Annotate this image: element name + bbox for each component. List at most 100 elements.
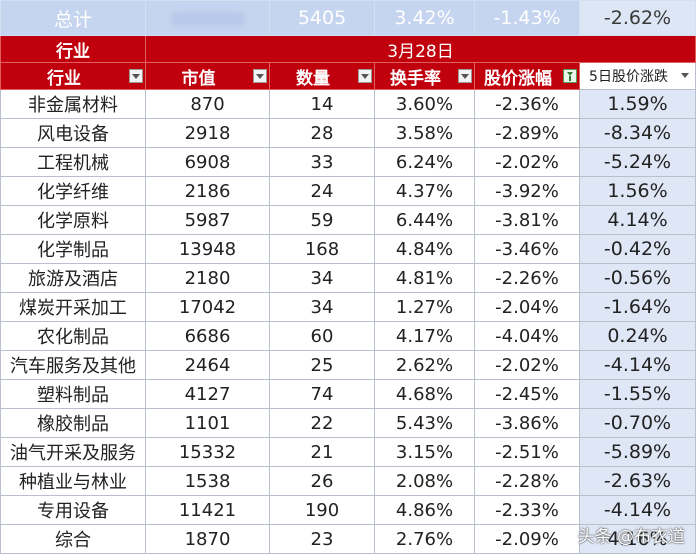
cell-turnover[interactable]: 3.15% [374,437,475,467]
dropdown-filter-icon[interactable] [129,69,143,83]
cell-industry[interactable]: 综合 [0,524,146,554]
cell-price-change[interactable]: -2.89% [474,118,580,148]
dropdown-filter-icon[interactable] [253,69,267,83]
cell-change-5d[interactable]: -0.42% [579,234,696,264]
table-row[interactable]: 农化制品 6686 60 4.17% -4.04% 0.24% [0,321,696,351]
cell-industry[interactable]: 化学制品 [0,234,146,264]
cell-market-cap[interactable]: 5987 [145,205,270,235]
cell-count[interactable]: 190 [269,495,375,525]
filter-active-icon[interactable] [563,69,577,83]
cell-count[interactable]: 22 [269,408,375,438]
cell-turnover[interactable]: 4.81% [374,263,475,293]
cell-price-change[interactable]: -2.04% [474,292,580,322]
cell-price-change[interactable]: -2.26% [474,263,580,293]
cell-turnover[interactable]: 2.08% [374,466,475,496]
cell-count[interactable]: 14 [269,89,375,119]
cell-price-change[interactable]: -2.09% [474,524,580,554]
cell-turnover[interactable]: 4.17% [374,321,475,351]
table-row[interactable]: 塑料制品 4127 74 4.68% -2.45% -1.55% [0,379,696,409]
cell-count[interactable]: 74 [269,379,375,409]
cell-industry[interactable]: 橡胶制品 [0,408,146,438]
cell-count[interactable]: 60 [269,321,375,351]
cell-count[interactable]: 33 [269,147,375,177]
cell-market-cap[interactable]: 17042 [145,292,270,322]
cell-industry[interactable]: 专用设备 [0,495,146,525]
cell-change-5d[interactable]: 1.59% [579,89,696,119]
cell-turnover[interactable]: 3.58% [374,118,475,148]
cell-turnover[interactable]: 4.84% [374,234,475,264]
cell-industry[interactable]: 农化制品 [0,321,146,351]
table-row[interactable]: 化学原料 5987 59 6.44% -3.81% 4.14% [0,205,696,235]
cell-industry[interactable]: 工程机械 [0,147,146,177]
table-row[interactable]: 煤炭开采加工 17042 34 1.27% -2.04% -1.64% [0,292,696,322]
dropdown-filter-icon[interactable] [458,69,472,83]
cell-count[interactable]: 21 [269,437,375,467]
table-row[interactable]: 非金属材料 870 14 3.60% -2.36% 1.59% [0,89,696,119]
cell-market-cap[interactable]: 2180 [145,263,270,293]
cell-price-change[interactable]: -3.81% [474,205,580,235]
cell-price-change[interactable]: -2.02% [474,147,580,177]
cell-market-cap[interactable]: 1870 [145,524,270,554]
dropdown-filter-icon[interactable] [679,69,693,83]
cell-price-change[interactable]: -2.45% [474,379,580,409]
cell-change-5d[interactable]: -2.63% [579,466,696,496]
cell-turnover[interactable]: 4.37% [374,176,475,206]
cell-market-cap[interactable]: 6908 [145,147,270,177]
cell-change-5d[interactable]: 0.24% [579,321,696,351]
cell-industry[interactable]: 旅游及酒店 [0,263,146,293]
table-row[interactable]: 汽车服务及其他 2464 25 2.62% -2.02% -4.14% [0,350,696,380]
cell-price-change[interactable]: -2.02% [474,350,580,380]
cell-change-5d[interactable]: 1.56% [579,176,696,206]
cell-count[interactable]: 24 [269,176,375,206]
table-row[interactable]: 旅游及酒店 2180 34 4.81% -2.26% -0.56% [0,263,696,293]
cell-change-5d[interactable]: 4.16% [579,524,696,554]
cell-industry[interactable]: 非金属材料 [0,89,146,119]
cell-change-5d[interactable]: -1.55% [579,379,696,409]
table-row[interactable]: 风电设备 2918 28 3.58% -2.89% -8.34% [0,118,696,148]
cell-price-change[interactable]: -4.04% [474,321,580,351]
cell-turnover[interactable]: 4.68% [374,379,475,409]
cell-change-5d[interactable]: -0.70% [579,408,696,438]
cell-turnover[interactable]: 6.24% [374,147,475,177]
cell-count[interactable]: 26 [269,466,375,496]
cell-change-5d[interactable]: -5.24% [579,147,696,177]
cell-change-5d[interactable]: -4.14% [579,350,696,380]
cell-price-change[interactable]: -3.92% [474,176,580,206]
table-row[interactable]: 油气开采及服务 15332 21 3.15% -2.51% -5.89% [0,437,696,467]
cell-industry[interactable]: 油气开采及服务 [0,437,146,467]
cell-change-5d[interactable]: -8.34% [579,118,696,148]
cell-count[interactable]: 34 [269,263,375,293]
cell-industry[interactable]: 化学纤维 [0,176,146,206]
cell-price-change[interactable]: -2.33% [474,495,580,525]
cell-count[interactable]: 25 [269,350,375,380]
cell-count[interactable]: 59 [269,205,375,235]
table-row[interactable]: 工程机械 6908 33 6.24% -2.02% -5.24% [0,147,696,177]
table-row[interactable]: 化学纤维 2186 24 4.37% -3.92% 1.56% [0,176,696,206]
cell-count[interactable]: 34 [269,292,375,322]
cell-price-change[interactable]: -2.36% [474,89,580,119]
cell-market-cap[interactable]: 11421 [145,495,270,525]
table-row[interactable]: 化学制品 13948 168 4.84% -3.46% -0.42% [0,234,696,264]
cell-price-change[interactable]: -3.86% [474,408,580,438]
cell-industry[interactable]: 汽车服务及其他 [0,350,146,380]
cell-industry[interactable]: 化学原料 [0,205,146,235]
cell-turnover[interactable]: 4.86% [374,495,475,525]
cell-market-cap[interactable]: 870 [145,89,270,119]
cell-market-cap[interactable]: 4127 [145,379,270,409]
cell-industry[interactable]: 种植业与林业 [0,466,146,496]
cell-turnover[interactable]: 6.44% [374,205,475,235]
cell-turnover[interactable]: 5.43% [374,408,475,438]
cell-industry[interactable]: 塑料制品 [0,379,146,409]
cell-count[interactable]: 168 [269,234,375,264]
cell-turnover[interactable]: 2.62% [374,350,475,380]
table-row[interactable]: 专用设备 11421 190 4.86% -2.33% -4.14% [0,495,696,525]
cell-market-cap[interactable]: 2464 [145,350,270,380]
cell-count[interactable]: 28 [269,118,375,148]
cell-market-cap[interactable]: 1538 [145,466,270,496]
cell-turnover[interactable]: 2.76% [374,524,475,554]
cell-change-5d[interactable]: -0.56% [579,263,696,293]
dropdown-filter-icon[interactable] [358,69,372,83]
cell-change-5d[interactable]: 4.14% [579,205,696,235]
cell-change-5d[interactable]: -1.64% [579,292,696,322]
cell-price-change[interactable]: -2.51% [474,437,580,467]
